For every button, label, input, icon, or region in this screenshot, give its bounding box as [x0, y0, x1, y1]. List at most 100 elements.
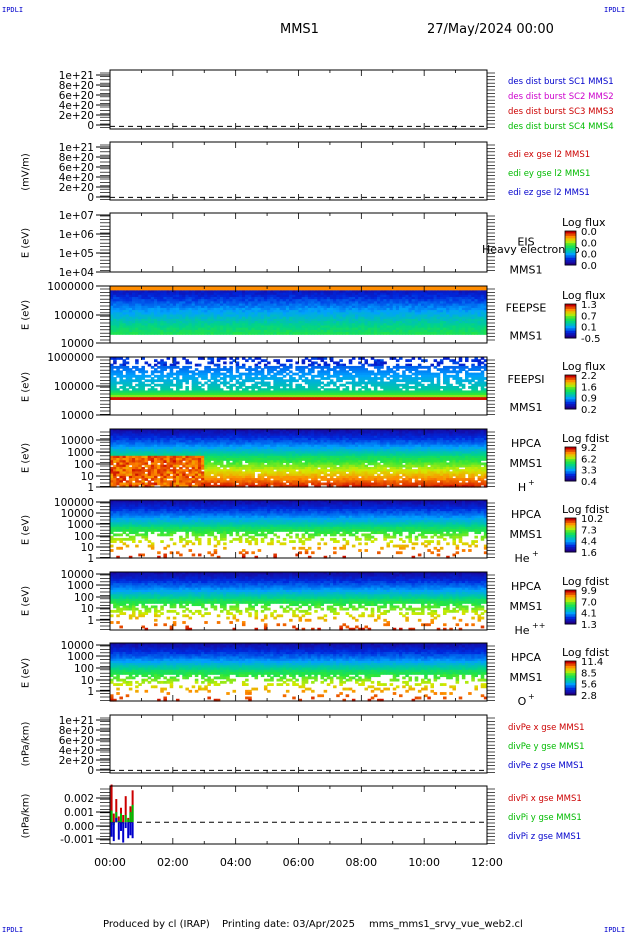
heatmap-cell: [248, 323, 252, 327]
heatmap-cell: [355, 327, 359, 331]
heatmap-cell: [301, 327, 306, 331]
heatmap-cell: [213, 303, 218, 307]
heatmap-cell: [367, 394, 372, 398]
heatmap-cell: [270, 374, 274, 378]
heatmap-cell: [436, 288, 441, 291]
heatmap-cell: [364, 383, 369, 387]
heatmap-cell: [471, 316, 475, 320]
heatmap-cell: [389, 310, 394, 313]
heatmap-cell: [301, 374, 306, 378]
heatmap-cell: [150, 431, 155, 435]
heatmap-cell: [449, 370, 453, 374]
heatmap-cell: [267, 318, 271, 322]
heatmap-cell: [351, 286, 356, 289]
heatmap-cell: [342, 388, 347, 392]
heatmap-cell: [194, 323, 199, 327]
heatmap-cell: [229, 370, 233, 374]
heatmap-cell: [282, 301, 287, 305]
heatmap-cell: [311, 290, 315, 294]
heatmap-cell: [433, 372, 438, 376]
heatmap-cell: [383, 332, 387, 335]
heatmap-cell: [157, 303, 161, 307]
heatmap-cell: [213, 286, 218, 289]
heatmap-cell: [201, 307, 205, 311]
heatmap-cell: [128, 429, 133, 432]
heatmap-cell: [194, 316, 199, 320]
heatmap-cell: [474, 365, 478, 369]
heatmap-cell: [232, 332, 237, 335]
heatmap-cell: [446, 365, 450, 369]
heatmap-cell: [314, 316, 318, 320]
heatmap-cell: [267, 394, 271, 398]
heatmap-cell: [157, 365, 161, 369]
heatmap-cell: [282, 383, 287, 387]
heatmap-cell: [320, 332, 325, 335]
heatmap-cell: [351, 296, 356, 300]
heatmap-cell: [361, 323, 365, 327]
heatmap-cell: [380, 383, 384, 387]
heatmap-cell: [141, 480, 145, 484]
heatmap-cell: [399, 307, 403, 311]
heatmap-cell: [257, 365, 262, 369]
heatmap-cell: [449, 383, 453, 387]
heatmap-cell: [138, 377, 142, 380]
heatmap-cell: [213, 374, 218, 378]
heatmap-cell: [417, 321, 422, 324]
heatmap-cell: [289, 390, 293, 394]
heatmap-cell: [257, 286, 262, 289]
heatmap-cell: [301, 294, 306, 298]
heatmap-cell: [304, 392, 309, 396]
heatmap-cell: [317, 318, 321, 322]
heatmap-cell: [317, 303, 321, 307]
heatmap-cell: [477, 316, 482, 320]
heatmap-cell: [131, 462, 136, 466]
heatmap-cell: [201, 321, 205, 324]
heatmap-cell: [276, 286, 281, 289]
heatmap-cell: [392, 377, 397, 380]
heatmap-cell: [150, 314, 155, 318]
heatmap-cell: [182, 327, 186, 331]
heatmap-cell: [128, 307, 133, 311]
heatmap-cell: [320, 386, 325, 389]
heatmap-cell: [163, 310, 167, 313]
heatmap-cell: [210, 310, 215, 313]
heatmap-cell: [443, 368, 447, 371]
heatmap-cell: [185, 321, 189, 324]
heatmap-cell: [483, 318, 488, 322]
heatmap-cell: [172, 361, 177, 365]
colorbar-cell: [565, 406, 576, 410]
heatmap-cell: [455, 397, 460, 400]
heatmap-cell: [351, 365, 356, 369]
heatmap-cell: [342, 368, 347, 371]
heatmap-cell: [307, 305, 312, 309]
heatmap-cell: [455, 332, 460, 335]
heatmap-cell: [263, 332, 268, 335]
heatmap-cell: [474, 394, 478, 398]
heatmap-cell: [402, 332, 406, 335]
heatmap-cell: [452, 310, 456, 313]
heatmap-cell: [235, 323, 240, 327]
heatmap-cell: [329, 392, 334, 396]
colorbar-cell: [565, 311, 576, 315]
heatmap-cell: [113, 316, 117, 320]
heatmap-cell: [402, 379, 406, 383]
heatmap-cell: [458, 321, 463, 324]
heatmap-cell: [317, 310, 321, 313]
heatmap-cell: [301, 310, 306, 313]
heatmap-cell: [125, 314, 130, 318]
heatmap-cell: [276, 296, 281, 300]
heatmap-cell: [364, 368, 369, 371]
heatmap-cell: [477, 365, 482, 369]
heatmap-cell: [248, 368, 252, 371]
heatmap-cell: [480, 386, 485, 389]
heatmap-cell: [238, 372, 243, 376]
heatmap-cell: [326, 388, 331, 392]
heatmap-cell: [128, 397, 133, 400]
heatmap-cell: [110, 431, 114, 435]
heatmap-cell: [157, 294, 161, 298]
heatmap-cell: [358, 286, 362, 289]
heatmap-cell: [122, 482, 127, 486]
heatmap-cell: [110, 325, 114, 329]
heatmap-cell: [245, 321, 249, 324]
